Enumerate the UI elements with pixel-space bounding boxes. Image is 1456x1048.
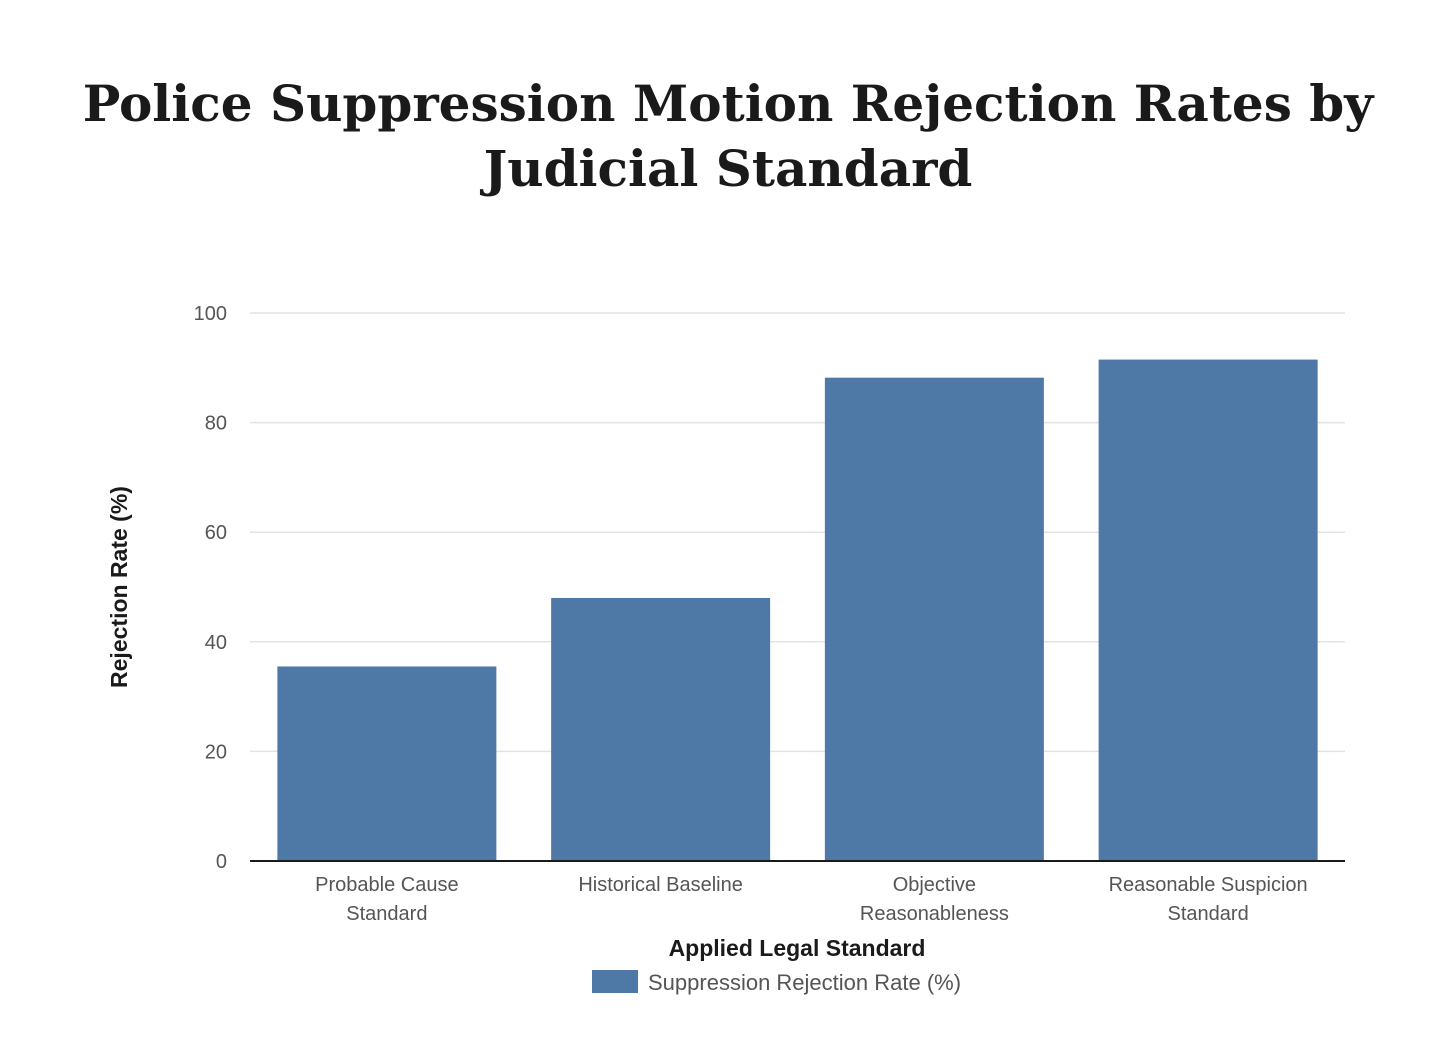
y-axis-ticks: 0 20 40 60 80 100 [194,303,227,873]
bars [277,359,1318,861]
x-tick-label-line: Probable Cause [315,874,458,896]
x-tick-label-line: Objective [893,874,976,896]
x-tick-label: Historical Baseline [578,874,743,896]
bar[interactable] [1098,359,1318,861]
chart-title-line: Judicial Standard [480,139,973,198]
y-tick-label: 40 [205,632,227,654]
y-tick-label: 0 [216,851,227,873]
chart-title: Police Suppression Motion Rejection Rate… [83,74,1376,198]
y-tick-label: 100 [194,303,227,325]
x-tick-label: Probable Cause Standard [315,874,458,925]
x-axis-categories: Probable Cause Standard Historical Baselin… [315,874,1307,925]
x-tick-label-line: Standard [1168,903,1249,925]
legend-swatch [592,970,638,993]
bar[interactable] [551,597,771,861]
bar[interactable] [824,377,1044,861]
x-axis-title: Applied Legal Standard [669,935,926,961]
legend-label: Suppression Rejection Rate (%) [648,970,961,995]
x-tick-label-line: Reasonableness [860,903,1009,925]
legend[interactable]: Suppression Rejection Rate (%) [592,970,961,995]
x-tick-label-line: Reasonable Suspicion [1109,874,1308,896]
chart-title-line: Police Suppression Motion Rejection Rate… [83,74,1376,133]
y-tick-label: 80 [205,413,227,435]
x-tick-label-line: Standard [346,903,427,925]
bar[interactable] [277,666,497,861]
y-axis-title: Rejection Rate (%) [106,486,132,688]
x-tick-label: Objective Reasonableness [860,874,1009,925]
x-tick-label-line: Historical Baseline [578,874,743,896]
y-tick-label: 20 [205,741,227,763]
y-tick-label: 60 [205,522,227,544]
x-tick-label: Reasonable Suspicion Standard [1109,874,1308,925]
